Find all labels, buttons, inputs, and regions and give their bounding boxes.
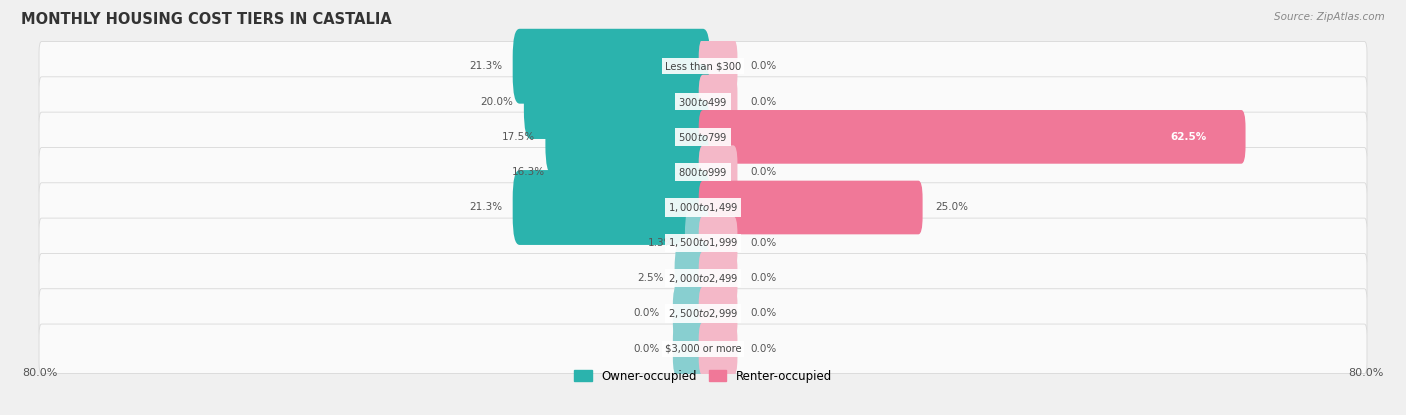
Text: $300 to $499: $300 to $499: [678, 95, 728, 107]
FancyBboxPatch shape: [699, 145, 738, 199]
FancyBboxPatch shape: [524, 64, 710, 139]
Text: 0.0%: 0.0%: [751, 273, 776, 283]
FancyBboxPatch shape: [699, 110, 1246, 164]
FancyBboxPatch shape: [555, 135, 710, 210]
Text: 2.5%: 2.5%: [638, 273, 664, 283]
Text: 21.3%: 21.3%: [470, 203, 502, 212]
Text: 0.0%: 0.0%: [751, 61, 776, 71]
FancyBboxPatch shape: [699, 251, 738, 305]
FancyBboxPatch shape: [39, 324, 1367, 374]
FancyBboxPatch shape: [39, 254, 1367, 303]
Text: 0.0%: 0.0%: [751, 167, 776, 177]
FancyBboxPatch shape: [699, 216, 738, 270]
Text: 80.0%: 80.0%: [22, 368, 58, 378]
Text: 0.0%: 0.0%: [634, 308, 659, 318]
Text: 0.0%: 0.0%: [751, 238, 776, 248]
Text: 0.0%: 0.0%: [751, 97, 776, 107]
Text: $2,500 to $2,999: $2,500 to $2,999: [668, 307, 738, 320]
Text: 17.5%: 17.5%: [502, 132, 536, 142]
FancyBboxPatch shape: [699, 75, 738, 128]
FancyBboxPatch shape: [699, 39, 738, 93]
Legend: Owner-occupied, Renter-occupied: Owner-occupied, Renter-occupied: [569, 365, 837, 388]
FancyBboxPatch shape: [685, 205, 710, 280]
FancyBboxPatch shape: [699, 322, 738, 376]
FancyBboxPatch shape: [673, 287, 707, 340]
Text: $800 to $999: $800 to $999: [678, 166, 728, 178]
Text: 0.0%: 0.0%: [751, 344, 776, 354]
Text: 20.0%: 20.0%: [481, 97, 513, 107]
FancyBboxPatch shape: [39, 112, 1367, 161]
FancyBboxPatch shape: [39, 77, 1367, 126]
Text: 16.3%: 16.3%: [512, 167, 546, 177]
Text: $500 to $799: $500 to $799: [678, 131, 728, 143]
Text: $3,000 or more: $3,000 or more: [665, 344, 741, 354]
Text: $2,000 to $2,499: $2,000 to $2,499: [668, 272, 738, 285]
FancyBboxPatch shape: [513, 170, 710, 245]
Text: 80.0%: 80.0%: [1348, 368, 1384, 378]
Text: 62.5%: 62.5%: [1171, 132, 1206, 142]
FancyBboxPatch shape: [513, 29, 710, 104]
Text: 25.0%: 25.0%: [935, 203, 969, 212]
FancyBboxPatch shape: [39, 42, 1367, 91]
FancyBboxPatch shape: [699, 181, 922, 234]
Text: 0.0%: 0.0%: [634, 344, 659, 354]
FancyBboxPatch shape: [673, 322, 707, 376]
FancyBboxPatch shape: [39, 147, 1367, 197]
FancyBboxPatch shape: [546, 100, 710, 174]
FancyBboxPatch shape: [699, 287, 738, 340]
Text: 21.3%: 21.3%: [470, 61, 502, 71]
Text: 1.3%: 1.3%: [648, 238, 675, 248]
Text: MONTHLY HOUSING COST TIERS IN CASTALIA: MONTHLY HOUSING COST TIERS IN CASTALIA: [21, 12, 392, 27]
Text: Source: ZipAtlas.com: Source: ZipAtlas.com: [1274, 12, 1385, 22]
Text: $1,000 to $1,499: $1,000 to $1,499: [668, 201, 738, 214]
FancyBboxPatch shape: [675, 241, 710, 315]
Text: $1,500 to $1,999: $1,500 to $1,999: [668, 236, 738, 249]
Text: 0.0%: 0.0%: [751, 308, 776, 318]
FancyBboxPatch shape: [39, 183, 1367, 232]
Text: Less than $300: Less than $300: [665, 61, 741, 71]
FancyBboxPatch shape: [39, 218, 1367, 268]
FancyBboxPatch shape: [39, 289, 1367, 338]
